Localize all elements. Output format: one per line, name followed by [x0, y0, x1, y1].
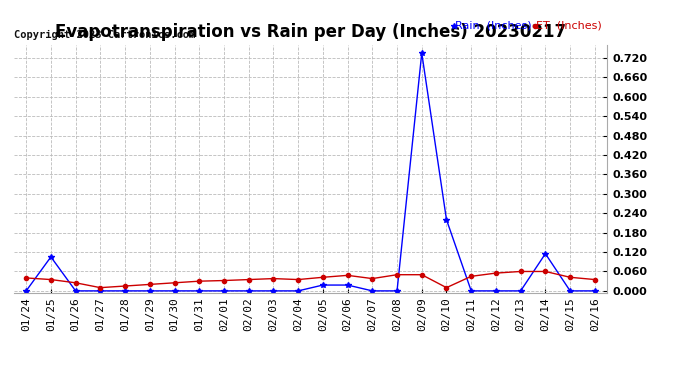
ET  (Inches) — [195, 279, 204, 284]
ET  (Inches) — [72, 280, 80, 285]
ET  (Inches) — [591, 277, 599, 282]
ET  (Inches) — [47, 277, 55, 282]
ET  (Inches) — [269, 276, 277, 281]
ET  (Inches) — [344, 273, 352, 278]
ET  (Inches) — [170, 280, 179, 285]
Rain  (Inches) — [220, 289, 228, 293]
Rain  (Inches) — [319, 283, 327, 287]
ET  (Inches) — [442, 285, 451, 290]
Rain  (Inches) — [517, 289, 525, 293]
Rain  (Inches) — [72, 289, 80, 293]
Rain  (Inches) — [195, 289, 204, 293]
ET  (Inches) — [393, 273, 401, 277]
ET  (Inches) — [244, 277, 253, 282]
ET  (Inches) — [22, 276, 30, 280]
ET  (Inches) — [146, 282, 154, 286]
Legend: Rain  (Inches), ET  (Inches): Rain (Inches), ET (Inches) — [454, 21, 602, 31]
Rain  (Inches) — [591, 289, 599, 293]
Rain  (Inches) — [22, 289, 30, 293]
Rain  (Inches) — [47, 255, 55, 259]
Rain  (Inches) — [566, 289, 574, 293]
ET  (Inches) — [220, 278, 228, 283]
ET  (Inches) — [566, 275, 574, 279]
Rain  (Inches) — [467, 289, 475, 293]
ET  (Inches) — [368, 276, 377, 281]
Rain  (Inches) — [344, 283, 352, 287]
ET  (Inches) — [541, 269, 549, 274]
Rain  (Inches) — [492, 289, 500, 293]
Rain  (Inches) — [170, 289, 179, 293]
Rain  (Inches) — [442, 217, 451, 222]
Title: Evapotranspiration vs Rain per Day (Inches) 20230217: Evapotranspiration vs Rain per Day (Inch… — [55, 22, 566, 40]
ET  (Inches) — [294, 277, 302, 282]
ET  (Inches) — [121, 284, 129, 288]
Rain  (Inches) — [393, 289, 401, 293]
Rain  (Inches) — [269, 289, 277, 293]
ET  (Inches) — [467, 274, 475, 279]
Rain  (Inches) — [368, 289, 377, 293]
Rain  (Inches) — [294, 289, 302, 293]
Line: Rain  (Inches): Rain (Inches) — [23, 50, 598, 294]
Rain  (Inches) — [541, 251, 549, 256]
Rain  (Inches) — [417, 51, 426, 56]
ET  (Inches) — [319, 275, 327, 279]
ET  (Inches) — [517, 269, 525, 274]
ET  (Inches) — [96, 285, 104, 290]
Rain  (Inches) — [96, 289, 104, 293]
Rain  (Inches) — [121, 289, 129, 293]
ET  (Inches) — [417, 273, 426, 277]
Rain  (Inches) — [146, 289, 154, 293]
Text: Copyright 2023 Cartronics.com: Copyright 2023 Cartronics.com — [14, 30, 195, 40]
Line: ET  (Inches): ET (Inches) — [24, 269, 597, 290]
ET  (Inches) — [492, 271, 500, 275]
Rain  (Inches) — [244, 289, 253, 293]
